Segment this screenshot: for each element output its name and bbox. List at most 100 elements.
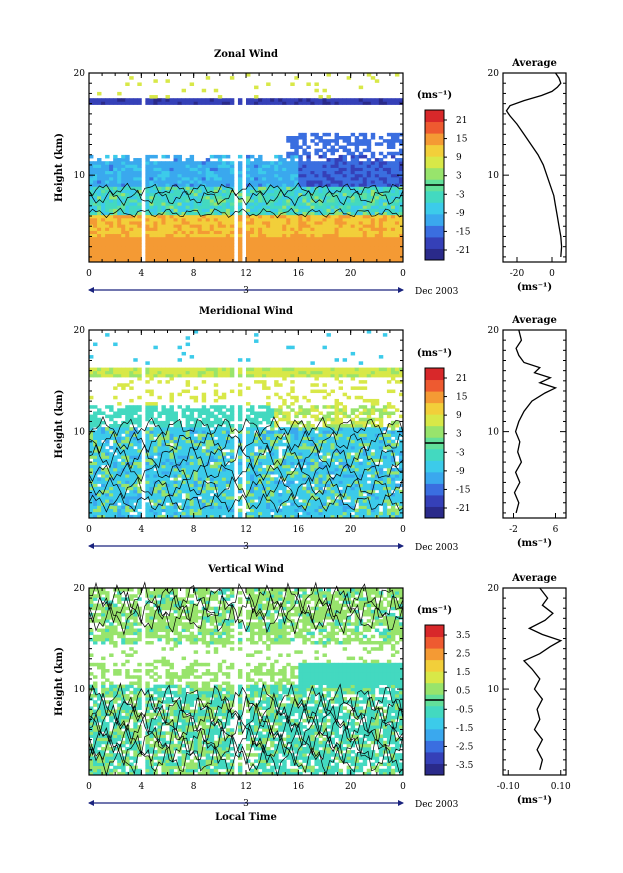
zonal-cell: [254, 221, 259, 225]
meridional-cell: [149, 499, 154, 503]
zonal-cell: [366, 164, 372, 168]
zonal-cell: [318, 224, 323, 228]
zonal-cell: [101, 202, 106, 206]
meridional-cell: [258, 442, 263, 447]
zonal-cell: [193, 189, 199, 194]
zonal-cell: [266, 252, 271, 257]
meridional-cell: [246, 477, 251, 481]
meridional-cell: [101, 514, 106, 519]
zonal-cell: [221, 173, 227, 178]
meridional-cell: [318, 474, 323, 478]
zonal-cell: [338, 233, 344, 238]
zonal-cell: [129, 192, 134, 197]
zonal-cell: [322, 199, 327, 203]
meridional-cell: [278, 486, 283, 491]
meridional-cell: [274, 392, 279, 397]
zonal-cell: [286, 246, 291, 250]
zonal-cell: [181, 98, 187, 102]
zonal-cell: [197, 221, 203, 225]
zonal-cell: [330, 252, 335, 257]
meridional-cell: [129, 508, 134, 513]
zonal-cell: [378, 221, 384, 225]
zonal-cell: [286, 214, 291, 219]
zonal-cell: [334, 158, 339, 162]
zonal-cell: [189, 173, 195, 178]
zonal-cell: [137, 183, 142, 187]
zonal-cell: [201, 255, 207, 260]
zonal-contour-line: [88, 188, 404, 207]
meridional-cell: [125, 433, 130, 437]
meridional-cell: [290, 511, 295, 516]
meridional-cell: [101, 442, 106, 447]
meridional-cell: [129, 417, 134, 422]
zonal-cell: [350, 170, 356, 175]
meridional-cell: [165, 489, 170, 494]
zonal-cell: [93, 249, 98, 253]
meridional-cell: [189, 449, 195, 453]
meridional-cell: [181, 433, 187, 437]
zonal-cell: [137, 176, 142, 181]
meridional-cell: [225, 511, 231, 516]
zonal-cell: [322, 98, 327, 102]
meridional-cell: [89, 514, 94, 519]
zonal-cell: [326, 192, 331, 197]
meridional-cell: [306, 370, 311, 375]
meridional-cell: [258, 455, 263, 459]
zonal-cell: [342, 161, 348, 165]
zonal-cell: [314, 176, 319, 181]
zonal-cell: [213, 167, 219, 172]
meridional-cell: [318, 492, 323, 497]
meridional-cell: [117, 383, 122, 387]
zonal-cell: [334, 148, 339, 153]
zonal-cell: [314, 136, 319, 140]
zonal-cell: [113, 236, 118, 241]
meridional-cell: [254, 339, 259, 343]
zonal-cell: [278, 243, 283, 247]
zonal-cell: [358, 195, 364, 200]
zonal-cell: [217, 161, 223, 165]
zonal-cell: [282, 221, 287, 225]
zonal-cell: [326, 255, 331, 260]
meridional-cell: [225, 445, 231, 450]
zonal-cell: [258, 221, 263, 225]
zonal-cell: [294, 148, 299, 153]
meridional-cell: [181, 373, 187, 378]
zonal-cell: [262, 183, 267, 187]
zonal-cell: [326, 176, 331, 181]
zonal-cell: [366, 236, 372, 241]
zonal-cell: [217, 227, 223, 231]
zonal-cell: [145, 195, 150, 200]
meridional-cell: [262, 436, 267, 441]
zonal-cell: [278, 252, 283, 257]
zonal-cell: [93, 199, 98, 203]
meridional-cell: [89, 395, 94, 400]
zonal-cell: [374, 195, 380, 200]
zonal-cell: [302, 136, 307, 140]
meridional-cell: [314, 373, 319, 378]
zonal-cell: [386, 230, 392, 235]
meridional-cell: [266, 452, 271, 456]
zonal-cell: [318, 176, 323, 181]
zonal-cell: [298, 230, 303, 235]
meridional-cell: [274, 408, 279, 412]
zonal-cell: [213, 208, 219, 212]
zonal-cell: [205, 76, 211, 80]
meridional-cell: [217, 449, 223, 453]
meridional-cell: [246, 483, 251, 488]
meridional-cell: [153, 502, 158, 506]
zonal-cell: [298, 164, 303, 168]
zonal-cell: [390, 139, 396, 143]
zonal-cell: [129, 221, 134, 225]
zonal-cell: [294, 233, 299, 238]
zonal-cell: [197, 167, 203, 172]
meridional-cell: [278, 508, 283, 513]
zonal-cell: [394, 98, 400, 102]
meridional-cell: [278, 442, 283, 447]
zonal-cell: [358, 227, 364, 231]
zonal-cell: [354, 158, 360, 162]
zonal-cell: [185, 236, 191, 241]
zonal-cell: [314, 192, 319, 197]
zonal-cell: [326, 233, 331, 238]
zonal-cell: [137, 173, 142, 178]
zonal-cell: [262, 214, 267, 219]
